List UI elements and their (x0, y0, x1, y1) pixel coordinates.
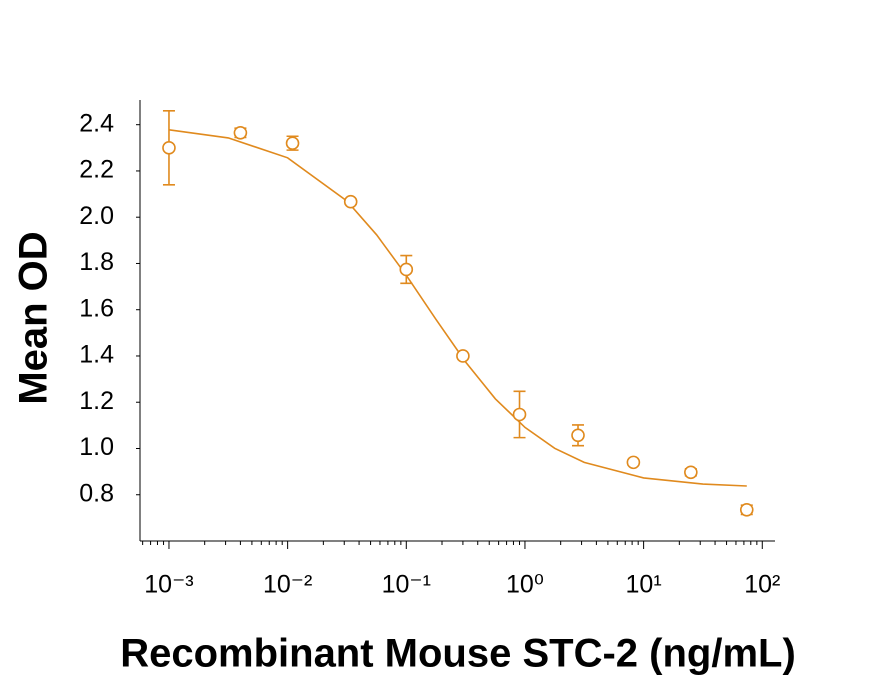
y-tick-label: 2.4 (79, 109, 114, 137)
y-axis-title: Mean OD (12, 231, 56, 404)
y-tick-label: 1.2 (79, 387, 114, 415)
y-tick-label: 1.0 (79, 433, 114, 461)
y-tick-label: 1.8 (79, 248, 114, 276)
fit-curve (168, 129, 747, 487)
y-tick-label: 0.8 (79, 479, 114, 507)
x-tick-label: 10² (744, 571, 780, 599)
x-axis-title: Recombinant Mouse STC-2 (ng/mL) (120, 632, 796, 676)
y-tick-label: 2.0 (79, 202, 114, 230)
data-point (456, 349, 470, 363)
data-point (399, 262, 414, 277)
data-point (162, 141, 176, 155)
x-tick-label: 10⁻³ (144, 571, 193, 599)
data-point (512, 407, 527, 422)
y-tick-label: 1.4 (79, 341, 114, 369)
data-point (571, 428, 585, 443)
y-tick-label: 2.2 (79, 156, 114, 184)
data-point (739, 502, 754, 517)
data-point (285, 136, 300, 150)
x-tick-label: 10⁰ (506, 571, 544, 599)
x-tick-label: 10¹ (626, 571, 662, 599)
data-point (343, 194, 358, 209)
x-tick-label: 10⁻² (263, 571, 312, 599)
y-tick-label: 1.6 (79, 294, 114, 322)
x-tick-label: 10⁻¹ (382, 571, 431, 599)
data-point (233, 125, 248, 140)
data-point (684, 465, 698, 480)
data-point (626, 455, 641, 470)
